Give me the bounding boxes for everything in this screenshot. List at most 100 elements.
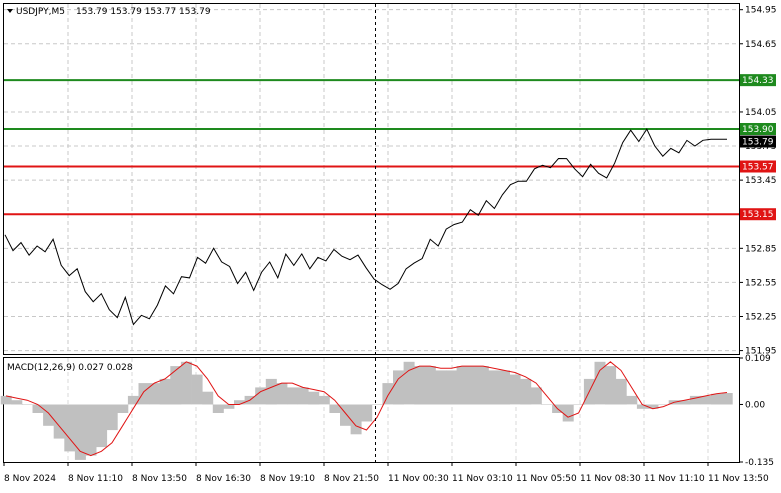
time-tick-label: 8 Nov 11:10 (68, 474, 123, 484)
price-series (4, 128, 728, 326)
macd-bar (138, 383, 150, 405)
macd-bar (520, 378, 532, 405)
macd-bar (308, 391, 320, 405)
time-axis: 8 Nov 2024 8 Nov 11:10 8 Nov 13:50 8 Nov 16… (3, 462, 769, 484)
ohlc-readout: 153.79 153.79 153.77 153.79 (76, 7, 211, 17)
price-tick-label: 151.95 (745, 347, 777, 357)
macd-bar (202, 391, 214, 405)
macd-bar (700, 395, 712, 405)
time-tick-label: 11 Nov 03:10 (452, 474, 513, 484)
price-axis: 154.95154.65154.05153.75153.45152.85152.… (739, 6, 777, 357)
price-tick-label: 154.65 (745, 40, 777, 50)
macd-bar (287, 387, 298, 405)
macd-bar (297, 387, 309, 405)
macd-bar (615, 378, 627, 405)
macd-bar (350, 404, 362, 435)
macd-bar (223, 404, 235, 409)
price-grid (4, 4, 739, 462)
macd-bar (117, 404, 129, 413)
level-price-tag (740, 160, 776, 173)
level-price-label: 153.57 (742, 163, 774, 173)
macd-tick-label: 0.109 (745, 354, 771, 364)
macd-bar (53, 404, 65, 439)
current-price-tag (740, 135, 776, 148)
macd-bar (647, 404, 659, 409)
price-tick-label: 152.85 (745, 244, 777, 254)
symbol-label: USDJPY,M5 (16, 7, 65, 17)
macd-bar (530, 387, 542, 405)
time-tick-label: 11 Nov 11:10 (644, 474, 705, 484)
price-tick-label: 154.95 (745, 6, 777, 16)
macd-bar (170, 366, 182, 405)
macd-bar (573, 404, 585, 405)
level-price-tag (740, 208, 776, 221)
macd-bar (626, 395, 638, 405)
macd-bar (11, 400, 23, 405)
macd-bar (488, 370, 500, 405)
time-tick-label: 11 Nov 13:50 (708, 474, 769, 484)
macd-bar (562, 404, 574, 422)
macd-axis: 0.109 0.00 -0.135 (739, 354, 774, 468)
macd-bar (371, 404, 383, 405)
macd-bar (658, 404, 670, 405)
macd-bar (127, 395, 139, 405)
macd-bar (361, 404, 373, 422)
collapse-arrow-icon[interactable] (7, 9, 13, 13)
macd-bar (467, 366, 479, 405)
price-tick-label: 154.05 (745, 108, 777, 118)
macd-bar (689, 395, 701, 405)
macd-bar (234, 400, 245, 405)
macd-bar (679, 400, 691, 405)
level-price-label: 153.15 (742, 210, 774, 220)
macd-bar (499, 370, 510, 405)
level-price-tag (740, 123, 776, 135)
macd-bar (446, 370, 457, 405)
macd-bar (64, 404, 76, 452)
macd-bar (0, 395, 12, 405)
price-panel (3, 3, 740, 355)
macd-bar (74, 404, 86, 460)
macd-bar (159, 378, 171, 405)
macd-bar (43, 404, 55, 426)
macd-signal (5, 361, 728, 457)
macd-bar (721, 393, 733, 405)
macd-title: MACD(12,26,9) 0.027 0.028 (7, 363, 133, 373)
macd-bar (594, 361, 606, 405)
macd-bar (276, 383, 288, 405)
macd-bar (329, 404, 341, 413)
macd-bar (393, 370, 404, 405)
macd-bar (424, 366, 436, 405)
macd-bar (85, 404, 97, 456)
macd-bar (403, 361, 415, 405)
macd-bar (711, 393, 723, 405)
macd-bar (340, 404, 351, 426)
price-tick-label: 152.55 (745, 278, 777, 288)
macd-bar (96, 404, 108, 448)
macd-tick-label: -0.135 (745, 458, 774, 468)
time-tick-label: 11 Nov 05:50 (516, 474, 577, 484)
price-tick-label: 152.25 (745, 313, 777, 323)
macd-bar (456, 366, 468, 405)
time-tick-label: 8 Nov 16:30 (196, 474, 251, 484)
time-tick-label: 11 Nov 00:30 (388, 474, 449, 484)
macd-bar (509, 374, 521, 405)
price-tick-label: 153.45 (745, 176, 777, 186)
time-tick-label: 11 Nov 08:30 (580, 474, 641, 484)
time-tick-label: 8 Nov 13:50 (132, 474, 187, 484)
macd-bar (149, 383, 161, 405)
time-tick-label: 8 Nov 2024 (4, 474, 56, 484)
time-tick-label: 8 Nov 19:10 (260, 474, 315, 484)
macd-bar (605, 366, 617, 405)
time-tick-label: 8 Nov 21:50 (324, 474, 379, 484)
macd-bar (21, 404, 33, 405)
macd-bar (541, 404, 553, 405)
macd-bar (382, 383, 394, 405)
level-price-tag (740, 74, 776, 87)
macd-bar (191, 374, 203, 405)
macd-signal-line (5, 361, 728, 457)
level-price-label: 153.90 (742, 125, 774, 135)
price-levels (4, 79, 739, 216)
price-line (4, 128, 728, 326)
